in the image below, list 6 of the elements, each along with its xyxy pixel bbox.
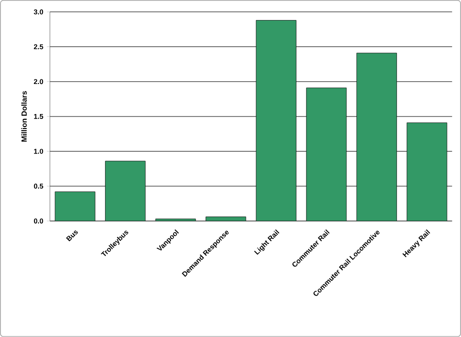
- bar: [306, 88, 347, 222]
- bar: [256, 20, 296, 222]
- bar: [54, 192, 96, 222]
- bar: [105, 160, 146, 222]
- bar: [356, 52, 397, 222]
- bar: [406, 122, 448, 222]
